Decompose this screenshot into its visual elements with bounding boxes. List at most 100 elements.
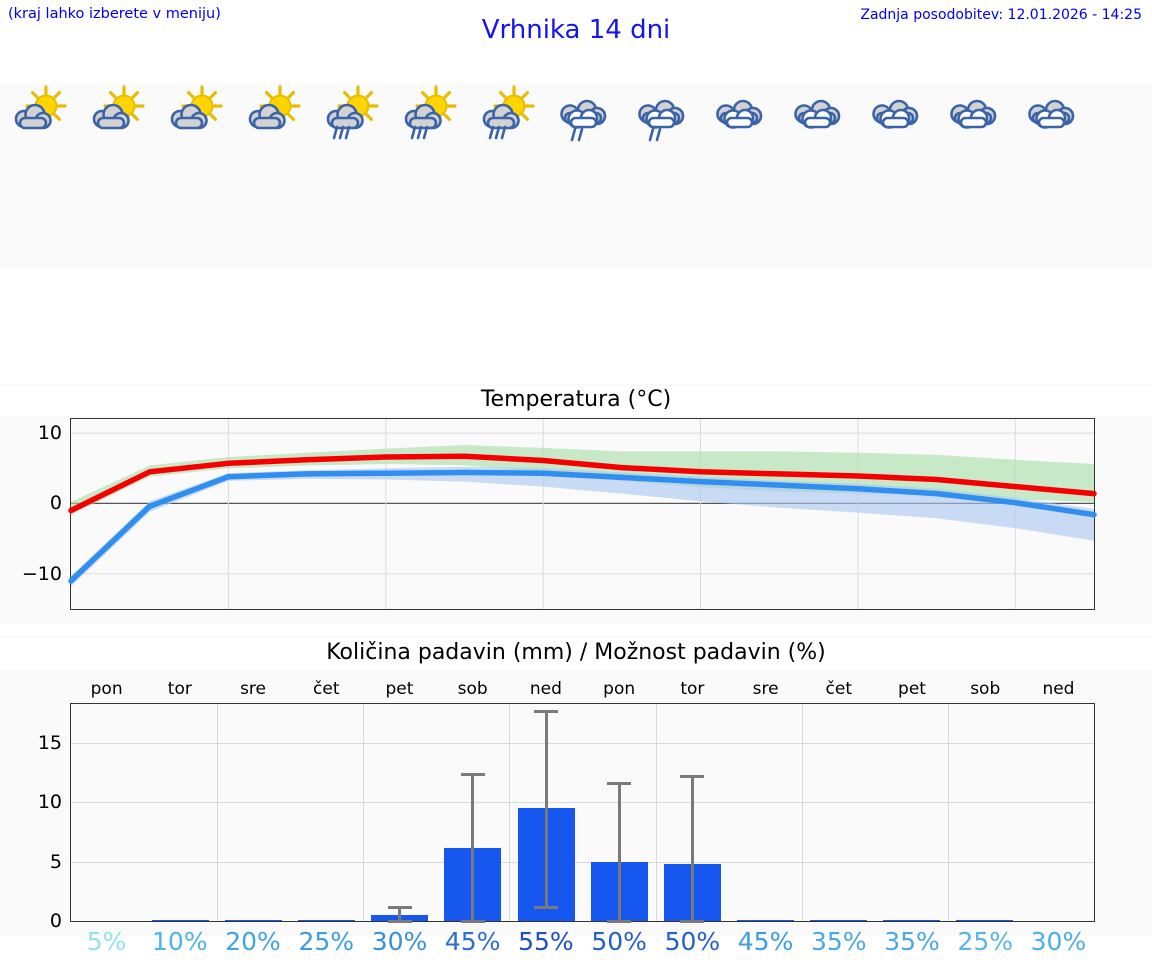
temperature-y-tick: −10 (21, 562, 62, 585)
precipitation-day-label: sre (752, 679, 779, 699)
precipitation-chart-title: Količina padavin (mm) / Možnost padavin … (0, 638, 1152, 670)
precipitation-error-cap (534, 710, 558, 714)
precipitation-chart-panel: Količina padavin (mm) / Možnost padavin … (0, 636, 1152, 956)
grid-line (217, 704, 219, 921)
precipitation-error-cap (534, 905, 558, 909)
cloud-icon (702, 89, 780, 145)
temperature-series-svg (68, 419, 1097, 609)
precipitation-bar (152, 919, 210, 921)
cloud-icon (936, 89, 1014, 145)
forecast-day-column[interactable] (624, 84, 702, 268)
precipitation-error-cap (607, 782, 631, 786)
cloud-rain-icon (546, 89, 624, 145)
grid-line (947, 704, 949, 921)
page-header: (kraj lahko izberete v meniju) Vrhnika 1… (0, 0, 1152, 60)
precipitation-probability: 5% (86, 927, 127, 956)
menu-hint[interactable]: (kraj lahko izberete v meniju) (8, 6, 221, 22)
precipitation-probability: 50% (664, 927, 721, 956)
precipitation-probability: 25% (298, 927, 355, 956)
precipitation-day-label: sob (970, 679, 1001, 699)
precipitation-probability: 45% (444, 927, 501, 956)
precipitation-probability-row: 5% 10% 20% 25% 30% 45% 55% 50% 50% 45% 35% 35% 25% 30… (70, 925, 1095, 961)
temperature-y-tick: 0 (49, 492, 62, 515)
precipitation-probability: 20% (225, 927, 281, 956)
precipitation-bar (298, 919, 356, 921)
precipitation-y-tick: 10 (37, 791, 62, 814)
precipitation-day-label: čet (825, 679, 853, 699)
grid-line (71, 861, 1094, 863)
last-updated: Zadnja posodobitev: 12.01.2026 - 14:25 (860, 7, 1142, 23)
forecast-day-column[interactable] (390, 84, 468, 268)
forecast-day-column[interactable] (468, 84, 546, 268)
precipitation-probability: 35% (884, 927, 940, 956)
precipitation-error-bar (690, 776, 694, 921)
cloud-icon (1014, 89, 1092, 145)
precipitation-bar (955, 919, 1013, 921)
forecast-day-column[interactable] (0, 84, 78, 268)
precipitation-day-labels: pon tor sre čet pet sob ned pon tor sre čet pet sob n… (70, 678, 1095, 702)
precipitation-day-label: ned (1042, 679, 1075, 699)
forecast-day-column[interactable] (78, 84, 156, 268)
precipitation-bar (736, 919, 794, 921)
forecast-day-column[interactable] (702, 84, 780, 268)
sun-behind-cloud-icon (0, 85, 78, 145)
precipitation-probability: 10% (152, 927, 208, 956)
sun-behind-cloud-rain-icon (468, 85, 546, 145)
precipitation-bar (882, 919, 940, 921)
precipitation-day-label: ned (529, 679, 562, 699)
precipitation-day-label: sob (457, 679, 488, 699)
precipitation-error-cap (387, 920, 412, 923)
precipitation-y-tick: 15 (37, 732, 62, 755)
precipitation-error-cap (460, 920, 485, 923)
precipitation-day-label: pet (898, 679, 926, 699)
grid-line (363, 704, 365, 921)
sun-behind-cloud-icon (234, 85, 312, 145)
precipitation-error-cap (680, 775, 705, 779)
temperature-plot-area (68, 418, 1097, 610)
forecast-day-column[interactable] (780, 84, 858, 268)
precipitation-day-label: pon (90, 679, 123, 699)
sun-behind-cloud-icon (156, 85, 234, 145)
grid-line (71, 802, 1094, 804)
precipitation-probability: 50% (591, 927, 647, 956)
sun-behind-cloud-rain-icon (390, 85, 468, 145)
precipitation-y-tick: 0 (49, 910, 62, 932)
precipitation-probability: 45% (737, 927, 794, 956)
precipitation-error-cap (607, 920, 631, 923)
precipitation-day-label: tor (167, 679, 192, 699)
precipitation-error-cap (460, 773, 485, 776)
precipitation-error-bar (398, 906, 402, 921)
forecast-day-column[interactable] (312, 84, 390, 268)
sun-behind-cloud-icon (78, 85, 156, 145)
precipitation-error-cap (387, 905, 412, 909)
forecast-day-column[interactable] (546, 84, 624, 268)
precipitation-bar (225, 919, 283, 921)
forecast-day-column[interactable] (234, 84, 312, 268)
cloud-icon (780, 89, 858, 145)
precipitation-error-bar (544, 711, 548, 907)
forecast-day-column[interactable] (936, 84, 1014, 268)
forecast-day-column[interactable] (156, 84, 234, 268)
precipitation-probability: 30% (1030, 927, 1087, 956)
forecast-day-column[interactable] (1014, 84, 1092, 268)
grid-line (509, 704, 511, 921)
precipitation-day-label: pet (385, 679, 414, 699)
precipitation-error-cap (680, 920, 705, 923)
temperature-chart-title: Temperatura (°C) (0, 386, 1152, 416)
precipitation-day-label: tor (680, 679, 705, 699)
precipitation-day-label: čet (313, 679, 340, 699)
precipitation-plot-area (70, 703, 1095, 923)
temperature-chart-panel: Temperatura (°C) 100−10 © vreme.us & vre… (0, 384, 1152, 870)
precipitation-probability: 35% (811, 927, 867, 956)
precipitation-bar (809, 919, 867, 921)
precipitation-probability: 55% (518, 927, 574, 956)
cloud-icon (858, 89, 936, 145)
precipitation-probability: 30% (371, 927, 428, 956)
forecast-day-column[interactable] (858, 84, 936, 268)
precipitation-day-label: pon (603, 679, 636, 699)
precipitation-error-bar (617, 783, 621, 921)
precipitation-probability: 25% (957, 927, 1014, 956)
grid-line (71, 743, 1094, 745)
sun-behind-cloud-rain-icon (312, 85, 390, 145)
temperature-y-tick: 10 (37, 422, 62, 445)
